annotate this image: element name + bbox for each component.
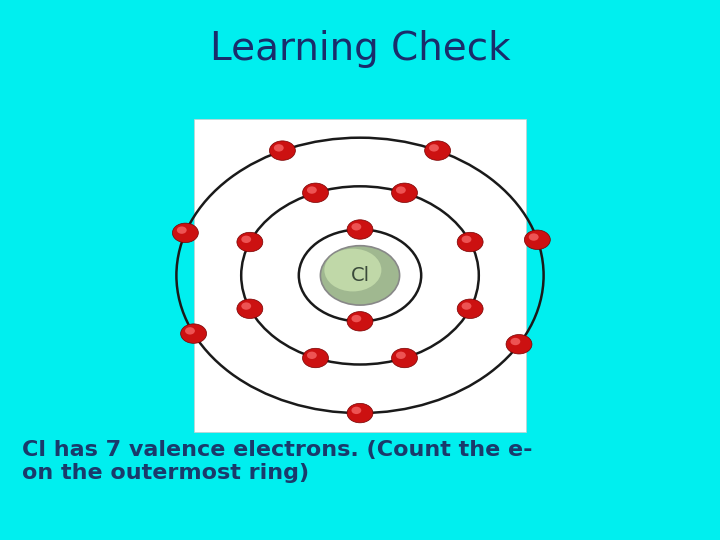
Circle shape bbox=[528, 233, 539, 241]
Circle shape bbox=[241, 302, 251, 310]
Text: Cl: Cl bbox=[351, 266, 369, 285]
Circle shape bbox=[307, 186, 317, 194]
Circle shape bbox=[396, 352, 406, 359]
Circle shape bbox=[351, 407, 361, 414]
Circle shape bbox=[457, 232, 483, 252]
Bar bbox=[194, 119, 526, 432]
Circle shape bbox=[524, 230, 550, 249]
Circle shape bbox=[425, 141, 451, 160]
Circle shape bbox=[396, 186, 406, 194]
Circle shape bbox=[274, 144, 284, 152]
Circle shape bbox=[320, 246, 400, 305]
Circle shape bbox=[351, 315, 361, 322]
Circle shape bbox=[429, 144, 439, 152]
Circle shape bbox=[302, 348, 328, 368]
Circle shape bbox=[351, 223, 361, 231]
Text: Learning Check: Learning Check bbox=[210, 30, 510, 68]
Circle shape bbox=[237, 299, 263, 319]
Circle shape bbox=[302, 183, 328, 202]
Circle shape bbox=[392, 348, 418, 368]
Circle shape bbox=[241, 235, 251, 243]
Circle shape bbox=[347, 403, 373, 423]
Circle shape bbox=[172, 223, 198, 242]
Circle shape bbox=[347, 220, 373, 239]
Circle shape bbox=[457, 299, 483, 319]
Circle shape bbox=[510, 338, 521, 345]
Circle shape bbox=[462, 302, 472, 310]
Circle shape bbox=[185, 327, 195, 335]
Circle shape bbox=[462, 235, 472, 243]
Circle shape bbox=[324, 248, 382, 292]
Circle shape bbox=[307, 352, 317, 359]
Circle shape bbox=[347, 312, 373, 331]
Circle shape bbox=[269, 141, 295, 160]
Circle shape bbox=[506, 335, 532, 354]
Circle shape bbox=[181, 324, 207, 343]
Circle shape bbox=[392, 183, 418, 202]
Text: Cl has 7 valence electrons. (Count the e-
on the outermost ring): Cl has 7 valence electrons. (Count the e… bbox=[22, 440, 532, 483]
Circle shape bbox=[237, 232, 263, 252]
Circle shape bbox=[177, 226, 186, 234]
